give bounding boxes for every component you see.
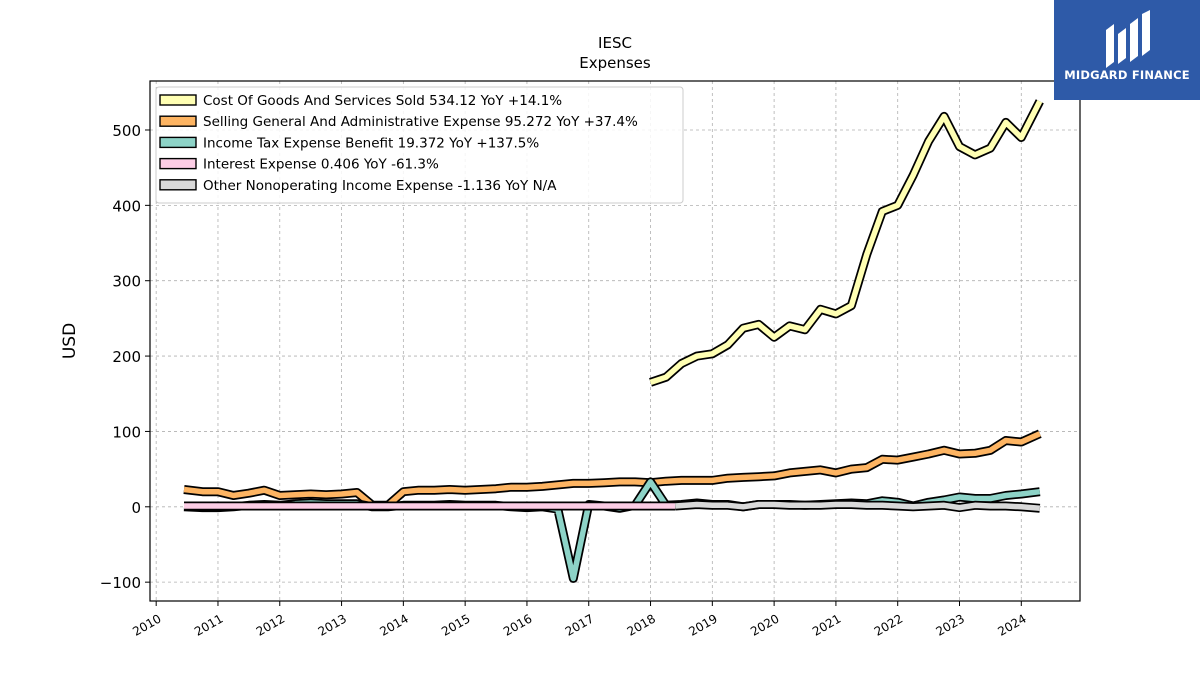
- y-tick-label: 300: [112, 273, 141, 291]
- legend: Cost Of Goods And Services Sold 534.12 Y…: [155, 86, 684, 204]
- legend-label: Other Nonoperating Income Expense -1.136…: [203, 178, 557, 194]
- legend-label: Interest Expense 0.406 YoY -61.3%: [203, 157, 439, 173]
- series-line: [649, 100, 1043, 386]
- series-line: [183, 431, 1041, 509]
- legend-label: Cost Of Goods And Services Sold 534.12 Y…: [203, 93, 562, 109]
- y-tick-label: 200: [112, 348, 141, 366]
- y-axis: −100 0 100 200 300 400 500: [100, 122, 150, 592]
- y-tick-label: 500: [112, 122, 141, 140]
- y-axis-label: USD: [60, 323, 80, 359]
- legend-label: Selling General And Administrative Expen…: [203, 114, 638, 130]
- brand-logo: MIDGARD FINANCE: [1054, 0, 1200, 100]
- chart-subtitle: Expenses: [579, 54, 651, 72]
- legend-swatch: [159, 157, 197, 170]
- y-tick-label: 0: [131, 499, 141, 517]
- legend-swatch: [159, 94, 197, 106]
- plot-frame: [149, 80, 1081, 602]
- legend-swatch: [159, 179, 197, 191]
- brand-name: MIDGARD FINANCE: [1064, 68, 1190, 82]
- y-tick-label: −100: [100, 574, 141, 592]
- legend-swatch: [159, 136, 197, 149]
- series-layer: [183, 99, 1044, 583]
- y-tick-label: 400: [112, 197, 141, 215]
- legend-box: [155, 86, 684, 204]
- midgard-logo-icon: [1054, 0, 1200, 100]
- series-line: [675, 501, 1041, 512]
- chart-title: IESC: [598, 34, 632, 52]
- legend-swatch: [159, 115, 197, 127]
- y-tick-label: 100: [112, 423, 141, 441]
- legend-label: Income Tax Expense Benefit 19.372 YoY +1…: [203, 135, 539, 151]
